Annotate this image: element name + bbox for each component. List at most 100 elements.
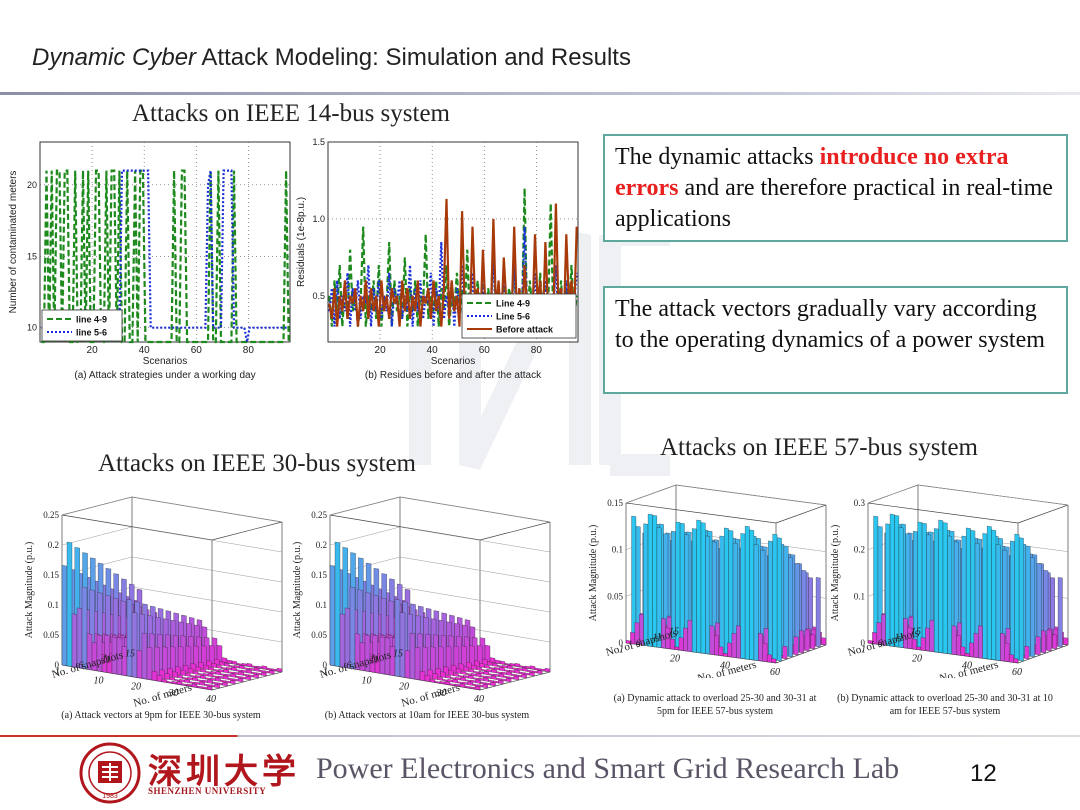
- surface-bar: [513, 675, 520, 681]
- z-axis-label: Attack Magnitude (p.u.): [830, 525, 841, 622]
- surface-bar: [61, 565, 68, 667]
- surface-bar: [440, 671, 446, 678]
- surface-bar: [269, 669, 275, 675]
- caption-30bus-a: (a) Attack vectors at 9pm for IEEE 30-bu…: [61, 710, 261, 721]
- surface-bar: [245, 675, 252, 681]
- z-tick-label: 0.25: [43, 510, 59, 520]
- surface-bar: [474, 660, 480, 668]
- surface-bar: [925, 627, 930, 652]
- seal-year: 1983: [102, 793, 118, 800]
- surface-bar: [206, 685, 213, 691]
- surface-bar: [146, 646, 153, 681]
- x-tick-label: 15: [393, 649, 403, 660]
- z-grid-line: [625, 484, 827, 506]
- surface-bar: [239, 665, 245, 670]
- surface-bar: [244, 667, 250, 671]
- frame-edge: [1017, 504, 1069, 524]
- y-tick-label: 20: [399, 682, 409, 693]
- surface-bar: [261, 671, 267, 677]
- surface-bar: [916, 646, 922, 651]
- legend-label: line 5-6: [76, 328, 107, 338]
- surface-bar: [497, 665, 503, 668]
- surface-bar: [460, 677, 466, 682]
- surface-bar: [231, 660, 238, 665]
- surface-bar: [483, 677, 489, 682]
- surface-bar: [511, 673, 517, 677]
- surface-bar: [220, 673, 227, 677]
- surface-bar: [1046, 629, 1052, 652]
- surface-bar: [492, 662, 498, 667]
- surface-bar: [885, 523, 891, 647]
- legend-label: Before attack: [496, 325, 554, 335]
- surface-bar: [678, 637, 684, 651]
- z-axis-label: Attack Magnitude (p.u.): [588, 525, 599, 622]
- surface-bar: [982, 533, 988, 660]
- surface-bar: [254, 667, 260, 672]
- caption-57bus-b: (b) Dynamic attack to overload 25-30 and…: [837, 693, 1053, 717]
- surface-bar: [709, 625, 715, 655]
- surface-bar: [1057, 577, 1063, 648]
- frame-edge: [775, 644, 827, 664]
- x-tick-label: 1: [323, 667, 328, 678]
- surface-bar: [978, 625, 983, 659]
- frame-edge: [211, 671, 283, 691]
- surface-bar: [793, 636, 799, 656]
- surface-bar: [205, 671, 212, 674]
- surface-bar: [200, 668, 207, 673]
- surface-bar: [437, 676, 443, 681]
- surface-bar: [259, 669, 265, 673]
- y-tick-label: 40: [962, 660, 972, 671]
- frame-edge: [61, 514, 213, 541]
- surface-bar: [231, 667, 237, 672]
- surface-bar: [215, 677, 221, 682]
- surface-bar: [339, 613, 346, 668]
- surface-bar: [476, 666, 482, 671]
- x-tick-label: 11: [102, 655, 111, 666]
- y-tick-label: 1.5: [312, 137, 325, 147]
- surface-bar: [187, 668, 194, 674]
- surface-bar: [429, 678, 436, 683]
- slide-title: Dynamic Cyber Attack Modeling: Simulatio…: [32, 44, 631, 72]
- surface-bar: [767, 654, 772, 663]
- surface-bar: [505, 677, 512, 683]
- surface-bar: [951, 625, 957, 655]
- surface-bar: [514, 663, 521, 668]
- z-tick-label: 0.2: [854, 545, 865, 555]
- x-tick-label: 11: [370, 655, 379, 666]
- legend-label: Line 4-9: [496, 299, 530, 309]
- surface-bar: [490, 681, 496, 687]
- surface-bar: [488, 679, 494, 683]
- surface-bar: [131, 612, 138, 678]
- x-tick-label: 1: [861, 645, 866, 656]
- surface-bar: [482, 683, 488, 689]
- surface-bar: [176, 681, 183, 686]
- surface-bar: [783, 545, 789, 657]
- z-tick-label: 0: [861, 638, 866, 648]
- surface-bar: [718, 646, 724, 657]
- surface-bar: [177, 674, 183, 679]
- surface-bar: [1030, 556, 1035, 658]
- callout-gradual-variation: The attack vectors gradually vary accord…: [603, 286, 1068, 394]
- surface-bar: [969, 642, 975, 658]
- surface-bar: [206, 660, 212, 668]
- surface-bar: [1000, 632, 1005, 662]
- surface-bar: [211, 663, 217, 668]
- z-tick-label: 0.1: [48, 600, 59, 610]
- surface-bar: [444, 681, 451, 686]
- surface-bar: [329, 565, 336, 667]
- frame-edge: [479, 521, 551, 541]
- surface-bar: [527, 669, 533, 673]
- surface-bar: [1010, 540, 1015, 660]
- y-tick-label: 20: [27, 180, 37, 190]
- x-tick-label: 15: [911, 627, 921, 638]
- surface-bar: [472, 683, 478, 687]
- surface-bar: [947, 535, 952, 655]
- surface-bar: [465, 679, 471, 683]
- surface-bar: [652, 515, 658, 648]
- surface-bar: [475, 679, 481, 684]
- surface-bar: [261, 665, 268, 670]
- x-tick-label: 15: [125, 649, 135, 660]
- surface-bar: [687, 619, 693, 652]
- x-tick-label: 80: [243, 345, 255, 356]
- surface-bar: [251, 671, 257, 675]
